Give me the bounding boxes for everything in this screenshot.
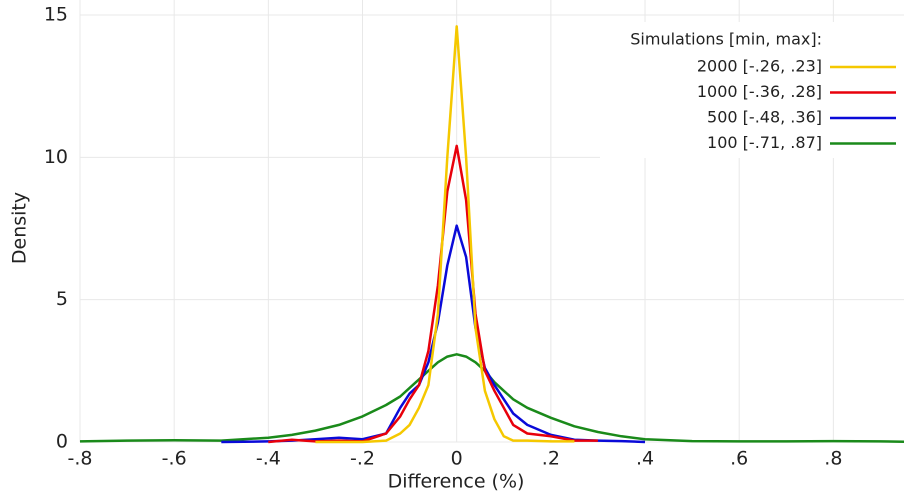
y-axis-label: Density: [9, 192, 31, 264]
x-tick-label: -.4: [256, 448, 281, 470]
legend-label: 1000 [-.36, .28]: [697, 82, 822, 101]
legend-label: 500 [-.48, .36]: [707, 108, 822, 127]
legend-title: Simulations [min, max]:: [630, 30, 822, 49]
series-line: [315, 25, 575, 444]
y-tick-label: 10: [44, 146, 68, 168]
x-tick-label: .6: [730, 448, 748, 470]
x-tick-label: 0: [451, 448, 463, 470]
x-tick-label: .2: [542, 448, 560, 470]
series-line: [268, 144, 598, 444]
x-tick-label: -.8: [68, 448, 93, 470]
x-tick-label: .8: [824, 448, 842, 470]
legend: Simulations [min, max]: 2000 [-.26, .23] 1…: [600, 22, 904, 158]
x-axis-label: Difference (%): [388, 471, 525, 493]
series-line: [79, 353, 904, 443]
x-tick-label: .4: [636, 448, 654, 470]
x-tick-label: -.2: [350, 448, 375, 470]
x-tick-label: -.6: [162, 448, 187, 470]
y-tick-label: 15: [44, 4, 68, 26]
series-line: [221, 224, 646, 444]
y-tick-label: 5: [56, 288, 68, 310]
legend-label: 2000 [-.26, .23]: [697, 57, 822, 76]
legend-label: 100 [-.71, .87]: [707, 133, 822, 152]
legend-background: [600, 22, 904, 158]
y-tick-label: 0: [56, 431, 68, 453]
